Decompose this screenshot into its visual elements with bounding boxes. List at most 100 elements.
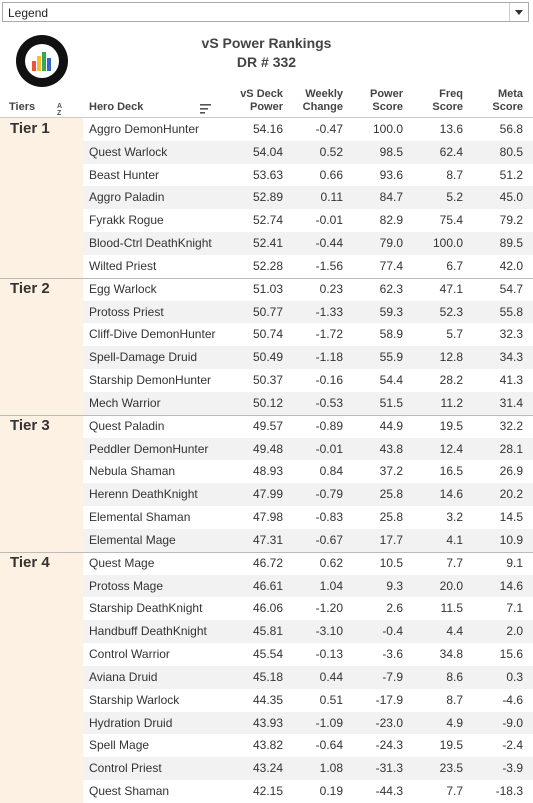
table-cell: 52.89 (252, 190, 283, 205)
table-cell: 80.5 (499, 144, 523, 159)
table-cell: 49.57 (252, 418, 283, 433)
table-cell: 52.74 (252, 213, 283, 228)
column-header: Change (302, 101, 343, 113)
table-cell: 43.8 (379, 441, 403, 456)
tier-rule (0, 277, 533, 279)
table-cell: Control Warrior (89, 647, 170, 662)
table-cell: Aggro Paladin (89, 190, 165, 205)
table-cell: 89.5 (499, 236, 523, 251)
table-cell: 0.52 (319, 144, 343, 159)
table-cell: 54.16 (252, 122, 283, 136)
sort-icon[interactable] (200, 103, 212, 117)
table-cell: 100.0 (432, 236, 463, 251)
table-cell: -1.09 (315, 715, 343, 730)
table-cell: -0.83 (315, 510, 343, 525)
table-cell: Fyrakk Rogue (89, 213, 164, 228)
table-cell: -0.89 (315, 418, 343, 433)
table-cell: 0.66 (319, 167, 343, 182)
row-shade (83, 757, 533, 781)
table-cell: Quest Warlock (89, 144, 168, 159)
tier-band (0, 414, 83, 552)
table-cell: 51.2 (499, 167, 523, 182)
table-cell: 13.6 (439, 122, 463, 136)
table-cell: -1.33 (315, 304, 343, 319)
table-cell: 84.7 (379, 190, 403, 205)
table-cell: 47.99 (252, 487, 283, 502)
table-cell: 51.5 (379, 395, 403, 410)
table-cell: 0.23 (319, 281, 343, 296)
table-cell: -24.3 (375, 738, 403, 753)
table-cell: Starship DeathKnight (89, 601, 203, 616)
table-cell: 45.81 (252, 624, 283, 639)
table-cell: 75.4 (439, 213, 463, 228)
table-cell: 0.84 (319, 464, 343, 479)
table-cell: 32.2 (499, 418, 523, 433)
table-cell: 8.7 (446, 692, 463, 707)
table-cell: -1.56 (315, 258, 343, 273)
tier-band (0, 551, 83, 803)
table-cell: Cliff-Dive DemonHunter (89, 327, 216, 342)
table-cell: 0.3 (506, 669, 523, 684)
column-header: Power (249, 101, 283, 113)
logo (16, 35, 68, 87)
table-cell: 0.51 (319, 692, 343, 707)
table-cell: -0.01 (315, 213, 343, 228)
table-cell: 25.8 (379, 510, 403, 525)
legend-label: Legend (8, 6, 49, 20)
table-cell: -0.4 (382, 624, 403, 639)
table-cell: -0.44 (315, 236, 343, 251)
legend-dropdown[interactable]: Legend (2, 2, 529, 22)
table-cell: Nebula Shaman (89, 464, 176, 479)
dropdown-arrow[interactable] (509, 3, 528, 21)
svg-text:A: A (57, 103, 62, 110)
table-cell: 50.49 (252, 350, 283, 365)
table-cell: 45.54 (252, 647, 283, 662)
table-cell: 26.9 (499, 464, 523, 479)
header-rule (0, 117, 533, 118)
table-cell: 53.63 (252, 167, 283, 182)
table-cell: Aviana Druid (89, 669, 158, 684)
tier-label: Tier 2 (10, 279, 50, 297)
table-cell: 8.7 (446, 167, 463, 182)
table-cell: Protoss Priest (89, 304, 164, 319)
table-cell: 43.93 (252, 715, 283, 730)
table-cell: 82.9 (379, 213, 403, 228)
table-cell: 14.6 (499, 578, 523, 593)
table-cell: 43.82 (252, 738, 283, 753)
table-cell: Hydration Druid (89, 715, 173, 730)
table-cell: 12.8 (439, 350, 463, 365)
table-cell: 1.08 (319, 761, 343, 776)
table-cell: 52.41 (252, 236, 283, 251)
table-cell: 14.5 (499, 510, 523, 525)
tier-rule (0, 551, 533, 553)
table-cell: 41.3 (499, 373, 523, 388)
table-cell: 20.0 (439, 578, 463, 593)
table-cell: 54.4 (379, 373, 403, 388)
table-cell: 16.5 (439, 464, 463, 479)
table-cell: Starship Warlock (89, 692, 180, 707)
table-cell: 34.8 (439, 647, 463, 662)
table-cell: 8.6 (446, 669, 463, 684)
table-cell: 28.2 (439, 373, 463, 388)
column-header: Power (369, 88, 403, 100)
tier-rule (0, 414, 533, 416)
table-cell: Herenn DeathKnight (89, 487, 198, 502)
table-cell: 7.1 (506, 601, 523, 616)
table-cell: Blood-Ctrl DeathKnight (89, 236, 212, 251)
table-cell: Elemental Shaman (89, 510, 191, 525)
table-cell: Control Priest (89, 761, 162, 776)
table-cell: 37.2 (379, 464, 403, 479)
table-cell: 55.8 (499, 304, 523, 319)
table-cell: 47.98 (252, 510, 283, 525)
table-cell: 46.61 (252, 578, 283, 593)
table-cell: -0.01 (315, 441, 343, 456)
table-cell: 0.11 (320, 190, 343, 205)
table-cell: -4.6 (502, 692, 523, 707)
table-cell: 77.4 (379, 258, 403, 273)
table-cell: -3.6 (382, 647, 403, 662)
table-cell: -0.13 (315, 647, 343, 662)
table-cell: 4.1 (446, 532, 463, 547)
